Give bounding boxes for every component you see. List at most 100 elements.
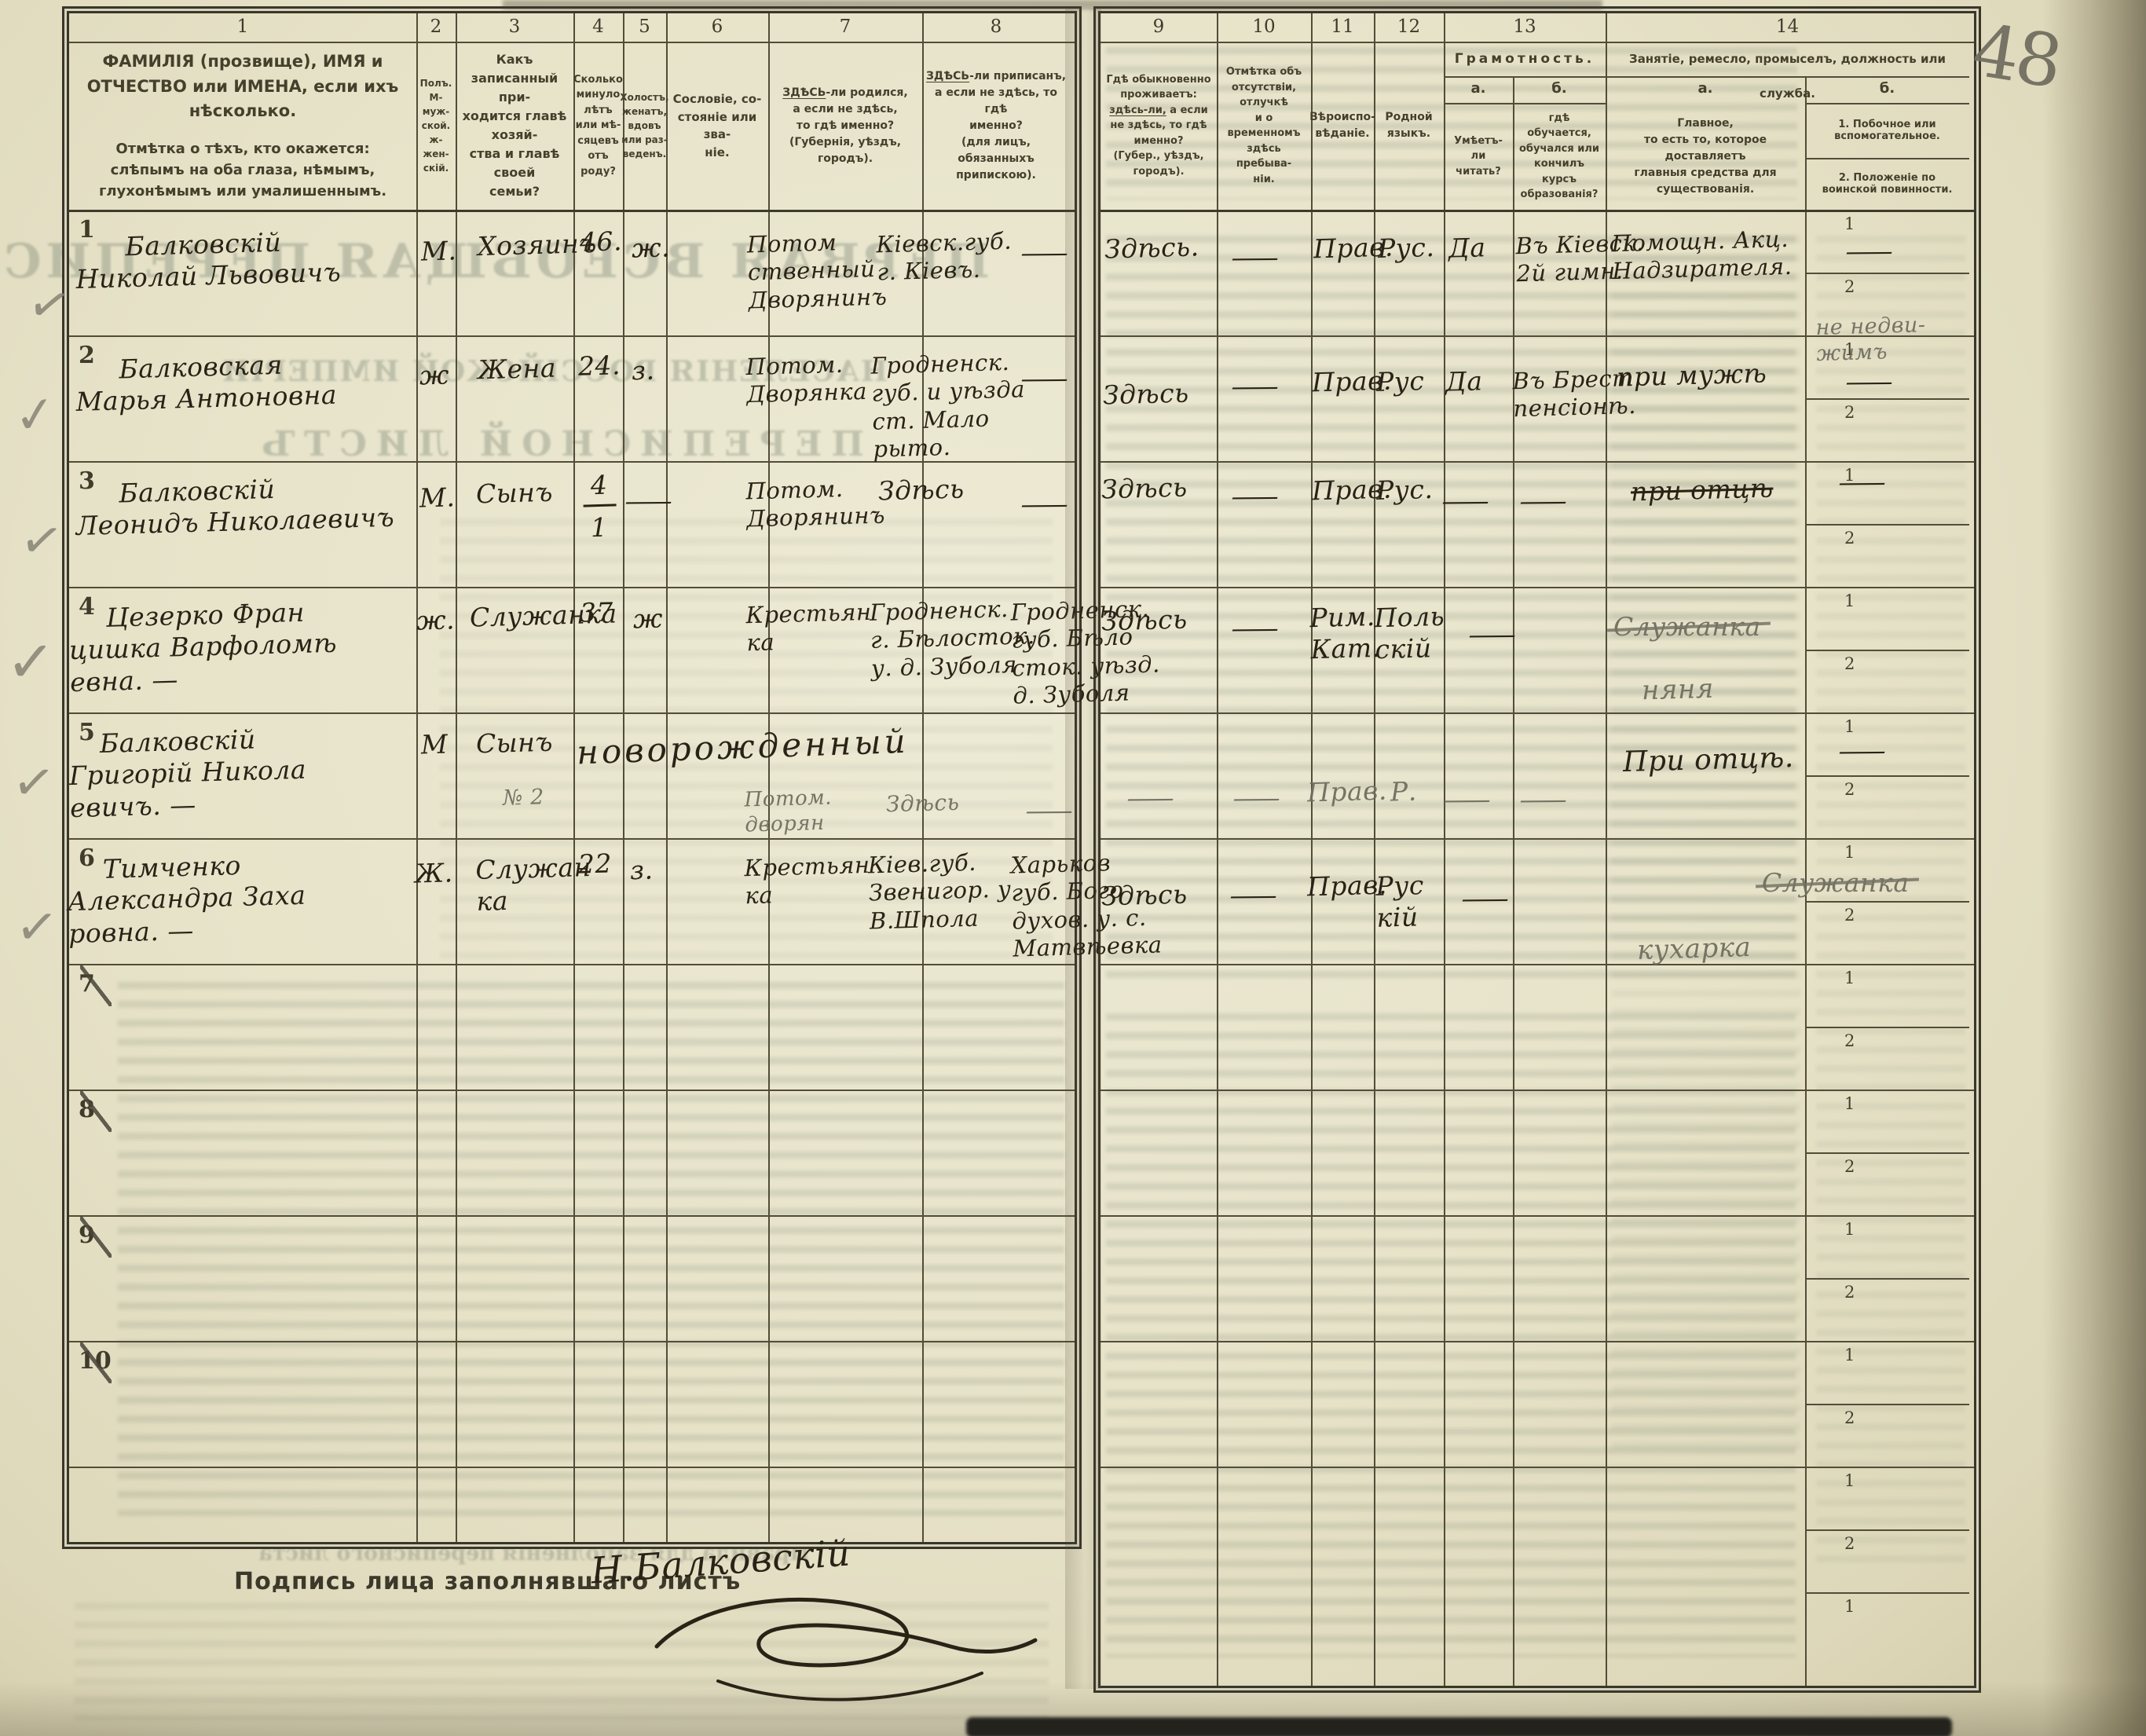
grid-line (623, 13, 624, 1542)
entry-r1-age: 46. (579, 225, 623, 258)
entry-r2-absence-dash: — (1229, 370, 1281, 402)
grid-line (69, 461, 1075, 463)
column-header-literacy-read: Умѣетъ- ли читать? (1454, 134, 1503, 178)
grid-line (1100, 587, 1974, 588)
grid-line (1100, 1467, 1974, 1468)
scan-edge-top (503, 0, 1602, 9)
grid-line (1805, 1529, 1969, 1531)
entry-r3-registered-dash: — (1019, 488, 1071, 520)
signature-label: Подпись лица заполнявшаго листъ (234, 1568, 742, 1595)
subrow-number: 1 (1844, 1471, 1855, 1490)
row-number: 1 (79, 216, 95, 244)
grid-line (1805, 650, 1969, 651)
column-number-1: 1 (236, 16, 249, 37)
column-header-occupation-group: Занятіе, ремесло, промыселъ, должность и… (1629, 52, 1946, 101)
entry-r1-marital: ж. (631, 232, 671, 264)
grid-line (1100, 964, 1974, 965)
grid-line (69, 42, 1075, 43)
entry-r6-literacy-dash: — (1459, 882, 1511, 914)
column-header-registration-text: ЗДѢСЬ-ли приписанъ, а если не здѣсь, то … (925, 68, 1067, 184)
entry-r2-registered-dash: — (1019, 362, 1071, 394)
subrow-number: 1 (1844, 1220, 1855, 1239)
grid-line (69, 587, 1075, 588)
column-number-7: 7 (839, 16, 851, 37)
column-header-residence-text: Гдѣ обыкновенно проживаетъ: здѣсь-ли, а … (1104, 72, 1214, 180)
entry-r6-relation: Служан ка (474, 851, 592, 917)
form-page-left: 1 2 3 4 5 6 7 8 ФАМИЛІЯ (прозвище), ИМЯ … (67, 11, 1077, 1544)
column-header-occupation-side: 1. Побочное или вспомогательное. (1834, 119, 1940, 142)
grid-line (1217, 13, 1218, 1686)
sublabel-13a: а. (1470, 80, 1486, 97)
subrow-number: 2 (1844, 1157, 1855, 1176)
grid-line (1100, 335, 1974, 337)
column-header-relation: Какъ записанный при- ходится главѣ хозяй… (462, 52, 567, 199)
grid-line (768, 13, 770, 1542)
subrow-number: 1 (1844, 969, 1855, 987)
entry-r3-occupation: при отцѣ (1630, 472, 1774, 507)
grid-line (69, 1090, 1075, 1091)
entry-r1-literacy: Да (1448, 232, 1487, 264)
grid-line (922, 13, 924, 1542)
row-number-struck: 7 (79, 965, 112, 1006)
grid-line (1805, 901, 1969, 903)
column-header-absence: Отмѣтка объ отсутствіи, отлучкѣ и о врем… (1225, 66, 1302, 185)
row-number-struck: 10 (79, 1342, 112, 1383)
grid-line (1100, 1341, 1974, 1342)
entry-r2-relation: Жена (477, 352, 557, 386)
entry-r3-education-dash: — (1518, 485, 1569, 517)
column-number-12: 12 (1397, 16, 1421, 37)
entry-r2-residence: Здѣсь (1102, 377, 1190, 411)
pencil-checkmark-icon: ✓ (13, 896, 61, 959)
sublabel-14b: б. (1879, 80, 1895, 97)
row-number-struck: 9 (79, 1217, 112, 1258)
entry-r3-marital-dash: — (623, 485, 675, 517)
entry-r4-marital: ж (632, 602, 664, 635)
pencil-checkmark-icon: ✓ (15, 508, 68, 574)
grid-line (1100, 1090, 1974, 1091)
entry-r4-literacy-dash: — (1467, 618, 1518, 650)
column-header-age: Сколько минуло лѣтъ или мѣ- сяцевъ отъ р… (573, 73, 623, 178)
grid-line (69, 964, 1075, 965)
entry-r4-religion: Рим. Кат. (1309, 600, 1382, 665)
subrow-number: 2 (1844, 1031, 1855, 1050)
entry-r6-birthplace: Кіев.губ. Звенигор. у В.Шпола (867, 848, 1012, 935)
subrow-number: 2 (1844, 1283, 1855, 1302)
grid-line (1805, 398, 1969, 400)
column-header-name: ФАМИЛІЯ (прозвище), ИМЯ и ОТЧЕСТВО или И… (69, 42, 416, 210)
entry-r4-occupation-note-pencil: няня (1641, 672, 1715, 707)
column-number-8: 8 (990, 16, 1002, 37)
entry-r5-estate-note-pencil: Потом. дворян (744, 786, 833, 837)
column-number-2: 2 (430, 16, 442, 37)
grid-line (1805, 775, 1969, 777)
grid-line (1100, 210, 1974, 212)
entry-r1-language: Рус. (1377, 231, 1435, 265)
underlined-word: ЗДѢСЬ (782, 86, 826, 99)
grid-line (1444, 103, 1606, 104)
sublabel-13b: б. (1551, 80, 1567, 97)
column-number-14: 14 (1775, 16, 1800, 37)
entry-r2-occupation: при мужѣ (1616, 357, 1767, 393)
entry-r6-name: Тимченко Александра Заха ровна. — (67, 849, 306, 949)
subrow-number: 1 (1844, 843, 1855, 862)
entry-r5-education-dash: — (1518, 783, 1569, 815)
grid-line (69, 838, 1075, 840)
entry-r3-birthplace: Здѣсь (877, 473, 965, 507)
column-header-literacy-group: Грамотность. (1454, 51, 1595, 67)
entry-r2-marital: з. (631, 354, 656, 386)
grid-line (69, 712, 1075, 714)
grid-line (1805, 273, 1969, 274)
subrow-number: 2 (1844, 1534, 1855, 1553)
row-number: 5 (79, 719, 95, 746)
entry-r3-estate: Потом. Дворянинъ (745, 475, 886, 533)
column-header-religion: Вѣроиспо- вѣданіе. (1309, 111, 1375, 140)
signature-flourish-icon (654, 1597, 1038, 1701)
entry-r6-age: 22 (577, 848, 613, 880)
entry-r3-side-dash: — (1837, 466, 1888, 498)
subrow-number: 2 (1844, 780, 1855, 799)
grid-line (1805, 1404, 1969, 1405)
row-number-struck: 8 (79, 1091, 112, 1132)
pencil-checkmark-icon: ✓ (9, 751, 59, 815)
entry-r1-occupation: Помощн. Акц. Надзирателя. (1611, 225, 1793, 285)
subrow-number: 2 (1844, 654, 1855, 673)
subrow-number: 1 (1844, 214, 1855, 233)
